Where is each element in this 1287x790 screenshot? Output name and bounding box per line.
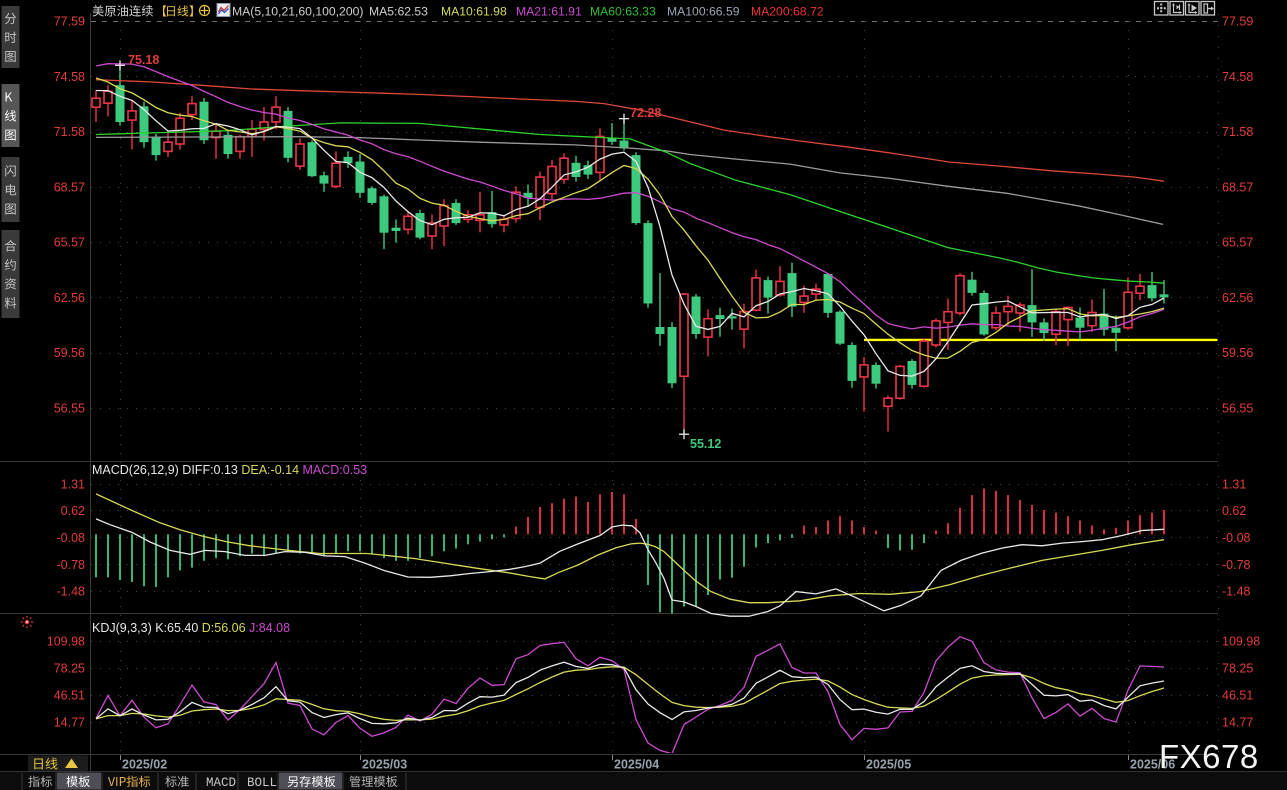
svg-text:2025/05: 2025/05 — [866, 758, 911, 772]
svg-text:MA100:66.59: MA100:66.59 — [667, 5, 740, 19]
svg-text:-0.08: -0.08 — [1222, 531, 1251, 545]
svg-text:71.58: 71.58 — [1222, 125, 1253, 139]
svg-text:2025/04: 2025/04 — [614, 758, 659, 772]
svg-text:2025/02: 2025/02 — [122, 758, 167, 772]
svg-text:0.62: 0.62 — [61, 504, 85, 518]
svg-text:77.59: 77.59 — [54, 15, 85, 29]
svg-text:75.18: 75.18 — [128, 53, 159, 67]
svg-text:1.31: 1.31 — [61, 478, 85, 492]
svg-text:MA(5,10,21,60,100,200): MA(5,10,21,60,100,200) — [232, 5, 363, 19]
svg-text:14.77: 14.77 — [54, 716, 85, 730]
svg-text:-0.78: -0.78 — [1222, 558, 1251, 572]
svg-text:59.56: 59.56 — [54, 346, 85, 360]
svg-text:MA60:63.33: MA60:63.33 — [590, 5, 656, 19]
svg-text:MA21:61.91: MA21:61.91 — [516, 5, 582, 19]
svg-text:78.25: 78.25 — [1222, 662, 1253, 676]
svg-text:MACD(26,12,9) DIFF:0.13 DEA:-0: MACD(26,12,9) DIFF:0.13 DEA:-0.14 MACD:0… — [92, 463, 367, 477]
svg-text:0.62: 0.62 — [1222, 504, 1246, 518]
svg-text:MA5:62.53: MA5:62.53 — [369, 5, 428, 19]
svg-text:FX678: FX678 — [1159, 738, 1259, 775]
svg-text:59.56: 59.56 — [1222, 346, 1253, 360]
svg-text:KDJ(9,3,3) K:65.40 D:56.06 J:8: KDJ(9,3,3) K:65.40 D:56.06 J:84.08 — [92, 621, 290, 635]
svg-text:MA200:68.72: MA200:68.72 — [751, 5, 824, 19]
svg-text:-1.48: -1.48 — [1222, 585, 1251, 599]
svg-text:MACD: MACD — [206, 776, 236, 790]
svg-text:74.58: 74.58 — [54, 70, 85, 84]
svg-text:55.12: 55.12 — [690, 437, 721, 451]
svg-text:65.57: 65.57 — [1222, 236, 1253, 250]
svg-text:68.57: 68.57 — [54, 180, 85, 194]
svg-text:2025/03: 2025/03 — [362, 758, 407, 772]
svg-text:BOLL: BOLL — [247, 776, 277, 790]
svg-text:1.31: 1.31 — [1222, 478, 1246, 492]
svg-text:56.55: 56.55 — [1222, 401, 1253, 415]
svg-text:62.56: 62.56 — [1222, 291, 1253, 305]
svg-text:109.98: 109.98 — [47, 635, 85, 649]
svg-text:MA10:61.98: MA10:61.98 — [441, 5, 507, 19]
svg-text:68.57: 68.57 — [1222, 180, 1253, 194]
svg-text:65.57: 65.57 — [54, 236, 85, 250]
svg-text:14.77: 14.77 — [1222, 716, 1253, 730]
svg-text:62.56: 62.56 — [54, 291, 85, 305]
svg-text:78.25: 78.25 — [54, 662, 85, 676]
svg-text:-1.48: -1.48 — [57, 585, 86, 599]
svg-text:2025/06: 2025/06 — [1130, 758, 1175, 772]
svg-text:74.58: 74.58 — [1222, 70, 1253, 84]
svg-text:46.51: 46.51 — [54, 689, 85, 703]
svg-text:71.58: 71.58 — [54, 125, 85, 139]
svg-text:72.28: 72.28 — [630, 106, 661, 120]
svg-text:109.98: 109.98 — [1222, 635, 1260, 649]
svg-text:56.55: 56.55 — [54, 401, 85, 415]
svg-text:77.59: 77.59 — [1222, 15, 1253, 29]
svg-text:46.51: 46.51 — [1222, 689, 1253, 703]
svg-text:-0.08: -0.08 — [57, 531, 86, 545]
svg-text:-0.78: -0.78 — [57, 558, 86, 572]
